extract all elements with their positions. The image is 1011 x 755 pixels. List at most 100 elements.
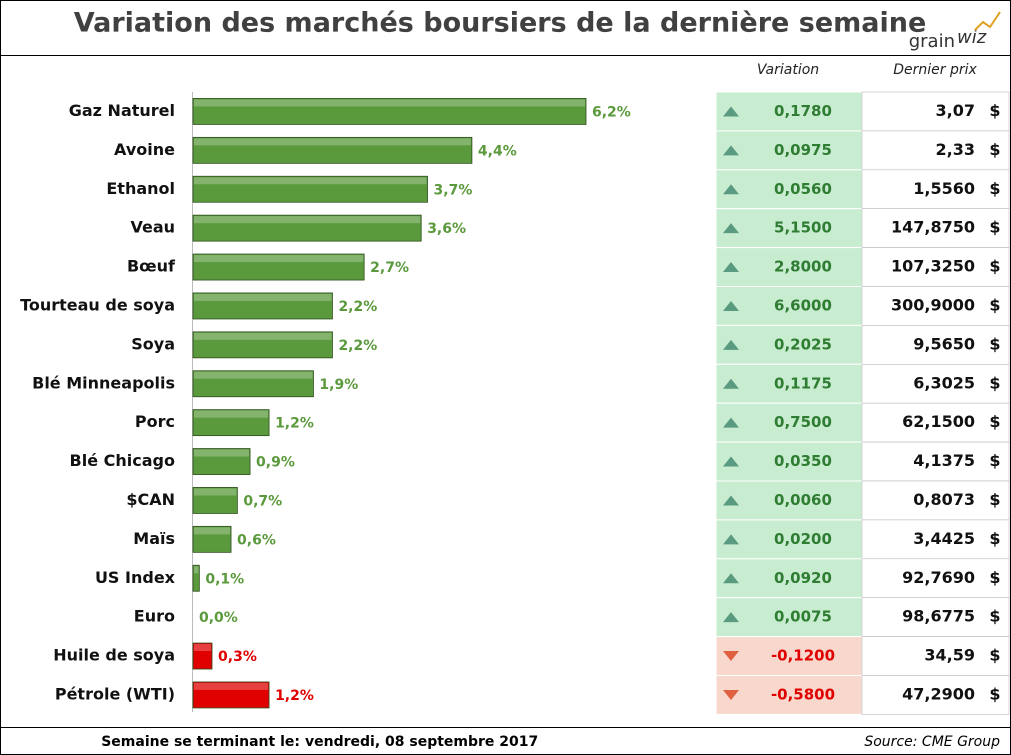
category-label: Blé Chicago	[70, 451, 175, 470]
bar-highlight	[194, 527, 231, 535]
variation-cell	[715, 402, 863, 443]
variation: 6,6000	[774, 296, 832, 314]
bar	[192, 564, 200, 592]
variation: 2,8000	[774, 258, 832, 276]
price-cell	[861, 169, 1010, 210]
variation: -0,1200	[771, 647, 835, 665]
trend-icon	[723, 534, 739, 545]
trend-icon	[723, 145, 739, 156]
trend-icon	[723, 300, 739, 311]
value-label: 3,6%	[427, 221, 466, 237]
price: 92,7690	[902, 568, 975, 587]
price: 1,5560	[913, 179, 975, 198]
logo-left: grain	[909, 31, 955, 52]
variation-cell	[715, 675, 863, 715]
category-label: $CAN	[126, 490, 175, 509]
variation-cell	[715, 247, 863, 288]
value-label: 0,3%	[218, 649, 257, 665]
bar	[192, 175, 428, 203]
value-label: 2,2%	[338, 338, 377, 354]
variation-cell	[715, 519, 863, 560]
currency: $	[989, 490, 1000, 509]
price: 2,33	[936, 140, 975, 159]
category-label: US Index	[95, 568, 176, 587]
category-label: Pétrole (WTI)	[55, 684, 175, 703]
trend-icon	[723, 106, 739, 117]
bar-highlight	[194, 99, 585, 107]
title: Variation des marchés boursiers de la de…	[74, 8, 927, 39]
bar-highlight	[194, 682, 269, 690]
variation-cell	[715, 597, 863, 638]
trend-icon	[723, 339, 739, 350]
category-label: Soya	[131, 334, 175, 353]
trend-icon	[723, 495, 739, 506]
variation-cell	[715, 636, 863, 676]
category-label: Tourteau de soya	[20, 295, 175, 314]
value-label: 0,1%	[205, 571, 244, 587]
category-label: Gaz Naturel	[69, 101, 175, 120]
variation: 0,1175	[774, 374, 832, 392]
category-label: Porc	[135, 412, 175, 431]
price-cell	[861, 286, 1010, 326]
trend-icon	[723, 651, 739, 662]
currency: $	[989, 646, 1000, 665]
value-label: 1,9%	[319, 377, 358, 393]
price: 47,2900	[902, 684, 975, 703]
variation-cell	[715, 130, 863, 171]
bar-highlight	[194, 644, 212, 652]
variation-cell	[715, 480, 863, 521]
category-label: Avoine	[114, 140, 175, 159]
currency: $	[989, 334, 1000, 353]
footer-source: Source: CME Group	[864, 734, 1000, 750]
value-label: 0,0%	[199, 610, 238, 626]
variation-cell	[715, 558, 863, 599]
price-cell	[861, 558, 1010, 598]
bar-highlight	[194, 566, 199, 574]
bar-highlight	[194, 371, 313, 379]
footer-date: vendredi, 08 septembre 2017	[305, 734, 538, 750]
price: 300,9000	[891, 295, 975, 314]
currency: $	[989, 218, 1000, 237]
bar-highlight	[194, 177, 427, 185]
price-cell	[861, 519, 1010, 560]
category-label: Veau	[130, 218, 175, 237]
bar	[192, 642, 213, 670]
price-cell	[861, 91, 1010, 132]
variation: 0,2025	[774, 335, 832, 353]
bar	[192, 448, 251, 475]
currency: $	[989, 101, 1000, 120]
currency: $	[989, 451, 1000, 470]
variation: 0,0975	[774, 141, 832, 159]
trend-icon	[723, 689, 739, 700]
bar-highlight	[194, 410, 269, 418]
price-cell	[861, 363, 1010, 404]
price: 107,3250	[891, 257, 975, 276]
trend-icon	[723, 184, 739, 195]
category-label: Huile de soya	[53, 646, 175, 665]
variation: 0,7500	[774, 413, 832, 431]
bar	[192, 214, 422, 242]
bar	[192, 292, 333, 320]
variation: 0,0075	[774, 608, 832, 626]
value-label: 4,4%	[478, 143, 517, 159]
currency: $	[989, 257, 1000, 276]
bar	[192, 409, 270, 437]
value-label: 0,7%	[243, 493, 282, 509]
category-label: Euro	[134, 607, 175, 626]
logo-mark	[974, 11, 1001, 31]
currency: $	[989, 179, 1000, 198]
price-cell	[861, 441, 1010, 482]
currency: $	[989, 568, 1000, 587]
price: 3,07	[936, 101, 975, 120]
category-label: Blé Minneapolis	[32, 373, 175, 392]
price: 147,8750	[891, 218, 975, 237]
bar	[192, 98, 587, 125]
price: 6,3025	[913, 373, 975, 392]
trend-icon	[723, 262, 739, 273]
variation: 0,1780	[774, 102, 832, 120]
currency: $	[989, 529, 1000, 548]
bar	[192, 487, 238, 514]
variation-cell	[715, 91, 863, 132]
bar	[192, 681, 270, 709]
